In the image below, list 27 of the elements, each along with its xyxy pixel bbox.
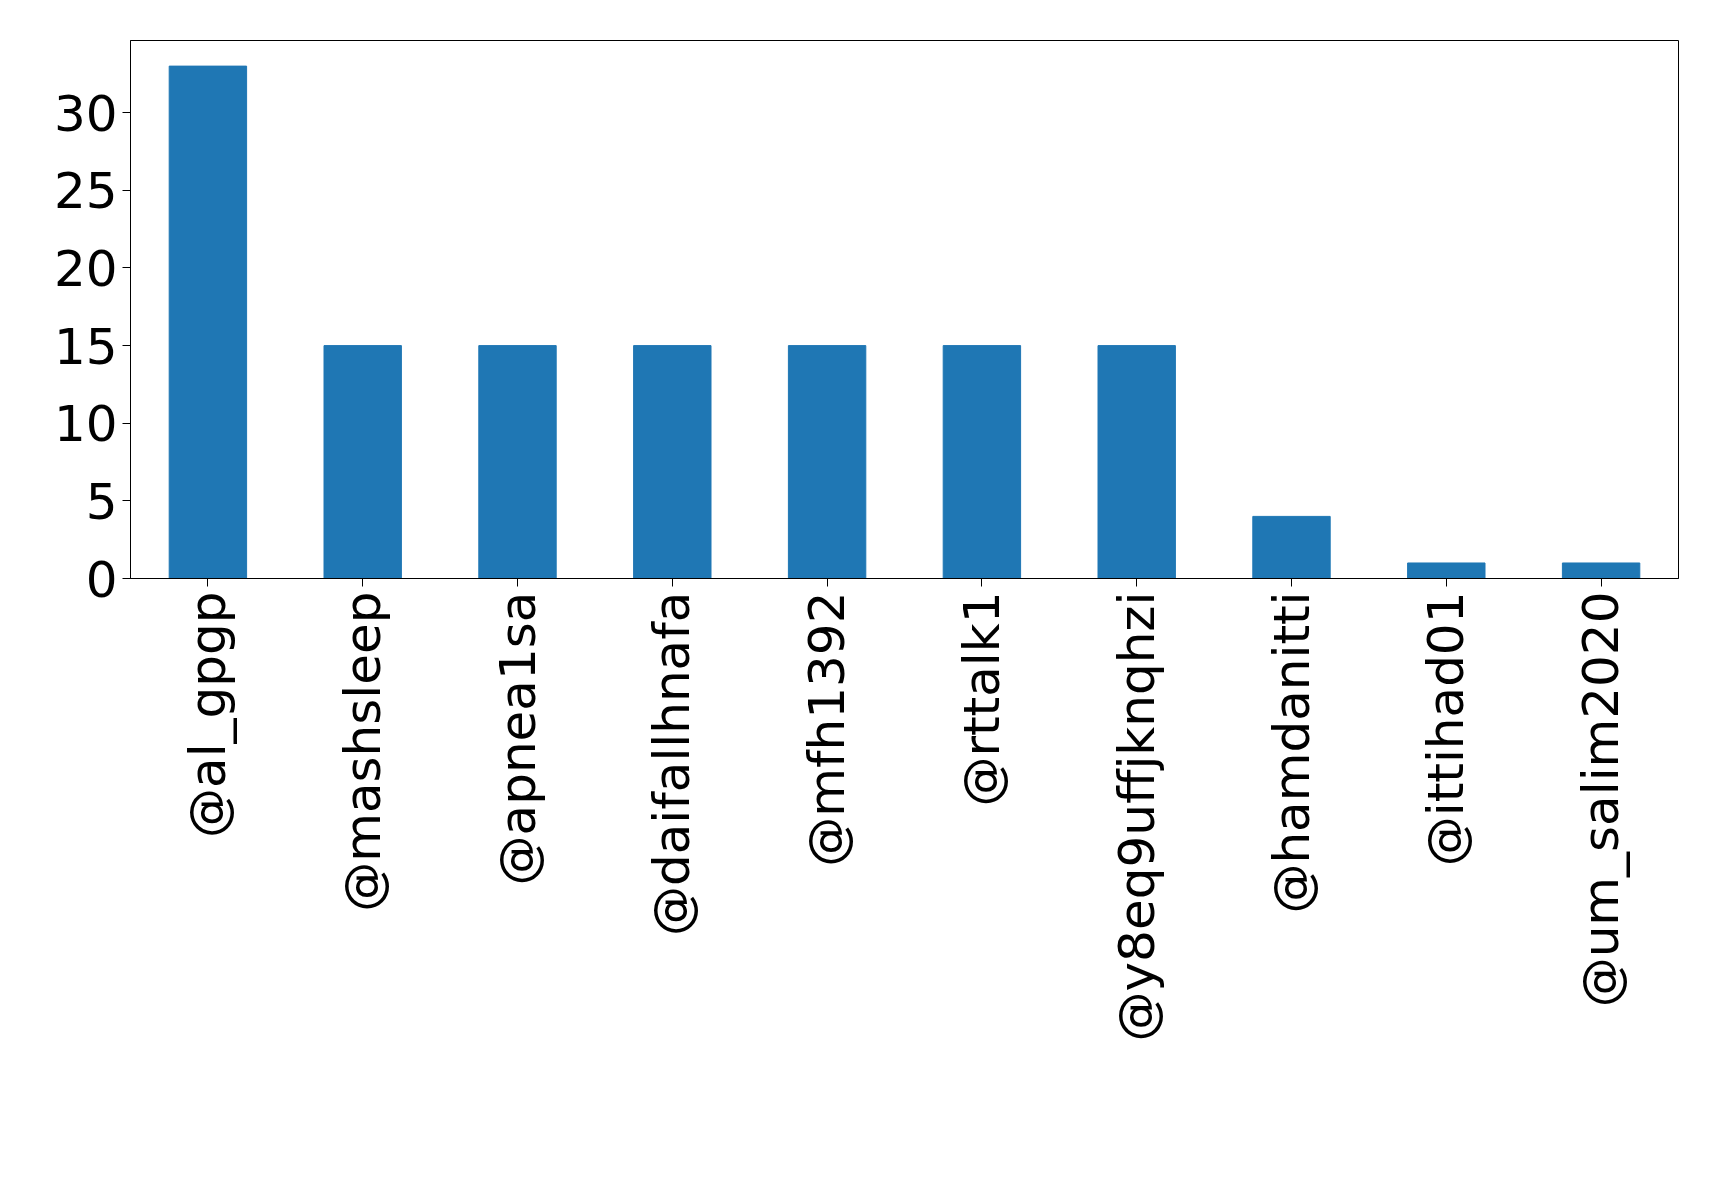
bar (1561, 562, 1641, 579)
bar (323, 345, 402, 579)
x-tick-label: @apnea1sa (488, 591, 547, 886)
y-tick-label: 10 (53, 395, 118, 454)
x-tick-label: @al_gpgp (178, 591, 237, 838)
y-tick-label: 0 (85, 550, 118, 609)
x-tick-label: @ittihad01 (1417, 591, 1476, 867)
x-tick-label: @mashsleep (333, 591, 392, 912)
bar (942, 345, 1022, 579)
bar (168, 65, 248, 579)
bar (633, 345, 712, 579)
x-tick-label: @daifallhnafa (643, 591, 702, 937)
bar (1097, 345, 1176, 579)
y-tick-label: 15 (53, 317, 118, 376)
bar (1252, 515, 1331, 579)
x-tick-label: @um_salim2020 (1572, 591, 1631, 1008)
x-tick-label: @y8eq9uffjknqhzi (1107, 591, 1166, 1042)
x-tick-label: @mfh1392 (798, 591, 857, 867)
x-tick-label: @rttalk1 (952, 591, 1011, 807)
y-tick-label: 30 (53, 84, 118, 143)
y-tick-label: 25 (53, 162, 118, 221)
y-tick-label: 5 (85, 472, 118, 531)
bar (1407, 562, 1486, 579)
bar (478, 345, 557, 579)
bar (787, 345, 867, 579)
x-tick-label: @hamdanitti (1262, 591, 1321, 914)
y-tick-label: 20 (53, 239, 118, 298)
